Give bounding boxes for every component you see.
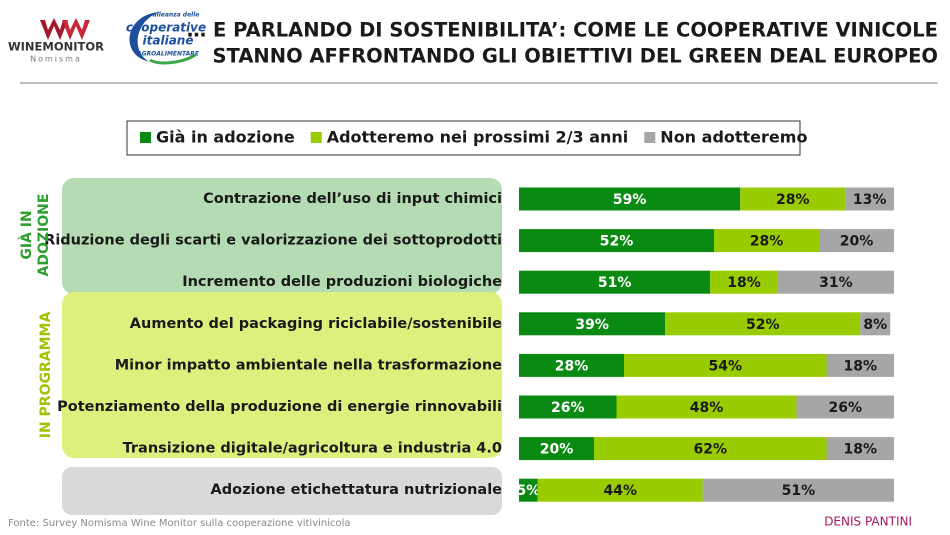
legend-swatch [310, 132, 322, 143]
group-panel [62, 292, 502, 458]
value-label: 5% [516, 483, 540, 499]
value-label: 20% [540, 442, 574, 458]
value-label: 26% [551, 400, 585, 416]
logo-text: WINEMONITOR [8, 40, 104, 54]
legend-label: Già in adozione [156, 128, 295, 147]
logo-swoosh [129, 12, 160, 62]
bar-segment [819, 229, 894, 253]
bar-segment [777, 270, 894, 294]
value-label: 28% [776, 192, 810, 208]
value-label: 31% [819, 275, 853, 291]
value-label: 18% [843, 442, 877, 458]
legend-swatch [140, 132, 151, 143]
logo-text: alleanza delle [153, 12, 200, 19]
value-label: 20% [840, 234, 874, 250]
legend-box [126, 120, 801, 156]
bar-segment [740, 187, 846, 211]
value-label: 62% [693, 442, 727, 458]
bar-segment [519, 270, 711, 294]
value-label: 39% [575, 317, 609, 333]
logo-text: cooperative [126, 21, 206, 35]
bar-segment [665, 312, 861, 336]
logo-mark [40, 18, 68, 40]
legend-label: Adotteremo nei prossimi 2/3 anni [327, 128, 629, 147]
bar-segment [519, 478, 538, 502]
bar-segment [624, 353, 827, 377]
bar-segment [796, 395, 894, 419]
group-panel [62, 178, 502, 294]
value-label: 59% [613, 192, 647, 208]
value-label: 51% [782, 483, 816, 499]
value-label: 13% [853, 192, 887, 208]
source: Fonte: Survey Nomisma Wine Monitor sulla… [8, 518, 351, 529]
legend-label: Non adotteremo [660, 128, 807, 147]
logo-swoosh [149, 53, 196, 65]
bar-segment [845, 187, 894, 211]
logo-mark [62, 18, 90, 40]
category-label: Aumento del packaging riciclabile/sosten… [130, 316, 502, 332]
category-label: Riduzione degli scarti e valorizzazione … [44, 233, 502, 249]
value-label: 48% [690, 400, 724, 416]
bar-segment [519, 229, 714, 253]
value-label: 51% [598, 275, 632, 291]
bar-segment [710, 270, 778, 294]
category-label: Transizione digitale/agricoltura e indus… [123, 441, 502, 457]
logo-text: AGROALIMENTARE [136, 51, 200, 58]
bar-segment [519, 437, 594, 461]
value-label: 18% [843, 358, 877, 374]
logo-text: italiane [143, 34, 194, 48]
value-label: 44% [603, 483, 637, 499]
value-label: 52% [746, 317, 780, 333]
logo-subtext: Nomisma [30, 55, 82, 64]
bar-segment [860, 312, 891, 336]
bar-segment [616, 395, 797, 419]
category-label: Adozione etichettatura nutrizionale [211, 482, 503, 498]
bar-segment [702, 478, 894, 502]
value-label: 8% [863, 317, 887, 333]
bar-segment [537, 478, 703, 502]
value-label: 18% [727, 275, 761, 291]
category-label: Potenziamento della produzione di energi… [57, 399, 502, 415]
bar-segment [594, 437, 827, 461]
category-label: Contrazione dell’uso di input chimici [203, 191, 502, 207]
group-panel [62, 467, 502, 515]
bar-segment [519, 187, 741, 211]
title: … E PARLANDO DI SOSTENIBILITA’: COME LE … [187, 19, 938, 42]
title: STANNO AFFRONTANDO GLI OBIETTIVI DEL GRE… [213, 45, 939, 68]
bar-segment [714, 229, 819, 253]
value-label: 52% [600, 234, 634, 250]
group-label: IN PROGRAMMA [38, 312, 54, 439]
bar-segment [826, 437, 894, 461]
value-label: 54% [708, 358, 742, 374]
bar-segment [519, 395, 617, 419]
group-label: ADOZIONE [36, 194, 52, 277]
legend-swatch [644, 132, 656, 143]
bar-segment [826, 353, 894, 377]
value-label: 28% [750, 234, 784, 250]
author: DENIS PANTINI [824, 515, 912, 529]
value-label: 28% [555, 358, 589, 374]
group-label: GIÀ IN [18, 210, 35, 259]
value-label: 26% [828, 400, 862, 416]
bar-segment [519, 353, 624, 377]
category-label: Incremento delle produzioni biologiche [182, 274, 502, 290]
category-label: Minor impatto ambientale nella trasforma… [115, 357, 502, 373]
bar-segment [519, 312, 666, 336]
